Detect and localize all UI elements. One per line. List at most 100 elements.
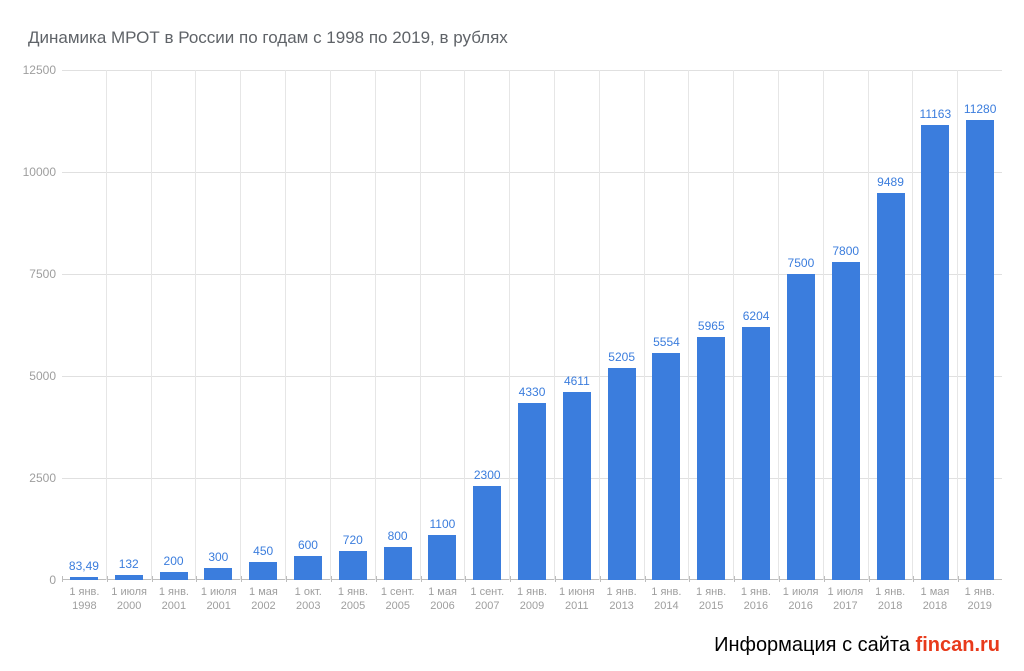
x-tick-label: 1 сент.2005 — [375, 586, 420, 614]
x-tick — [645, 576, 646, 582]
bar-value-label: 720 — [343, 533, 363, 547]
bar-slot: 800 — [375, 70, 420, 580]
bar-value-label: 11280 — [964, 102, 996, 116]
bar — [877, 193, 905, 580]
bar-slot: 5205 — [599, 70, 644, 580]
x-tick — [734, 576, 735, 582]
x-tick-label: 1 июля2000 — [107, 586, 152, 614]
x-tick-label: 1 янв.2019 — [957, 586, 1002, 614]
x-tick-label: 1 янв.1998 — [62, 586, 107, 614]
x-tick-label: 1 янв.2016 — [733, 586, 778, 614]
x-tick — [196, 576, 197, 582]
bar — [294, 556, 322, 580]
footer-brand: fincan.ru — [916, 634, 1000, 656]
bar-slot: 132 — [106, 70, 151, 580]
bar-value-label: 800 — [388, 529, 408, 543]
bar — [832, 262, 860, 580]
bar-slot: 600 — [285, 70, 330, 580]
bar-value-label: 11163 — [920, 107, 952, 121]
x-tick — [331, 576, 332, 582]
x-tick-label: 1 окт.2003 — [286, 586, 331, 614]
bar-slot: 1100 — [420, 70, 465, 580]
bar-slot: 2300 — [464, 70, 509, 580]
bar-slot: 83,49 — [62, 70, 106, 580]
x-tick-label: 1 янв.2015 — [689, 586, 734, 614]
x-tick — [824, 576, 825, 582]
x-tick-label: 1 янв.2005 — [331, 586, 376, 614]
bar — [249, 562, 277, 580]
bar-value-label: 200 — [164, 554, 184, 568]
x-tick-label: 1 июня2011 — [554, 586, 599, 614]
x-tick — [958, 576, 959, 582]
y-tick-label: 10000 — [23, 165, 62, 179]
bar-slot: 9489 — [868, 70, 913, 580]
x-axis-labels: 1 янв.19981 июля20001 янв.20011 июля2001… — [62, 586, 1002, 614]
bar — [160, 572, 188, 580]
x-tick — [421, 576, 422, 582]
x-tick-label: 1 мая2002 — [241, 586, 286, 614]
x-tick — [869, 576, 870, 582]
bar-value-label: 9489 — [877, 175, 904, 189]
x-tick-label: 1 мая2018 — [913, 586, 958, 614]
x-tick-label: 1 янв.2013 — [599, 586, 644, 614]
x-tick — [913, 576, 914, 582]
bar-slot: 7800 — [823, 70, 868, 580]
bar-slot: 200 — [151, 70, 196, 580]
x-tick-label: 1 мая2006 — [420, 586, 465, 614]
x-tick — [62, 576, 63, 582]
bar-value-label: 7500 — [788, 256, 815, 270]
bar — [787, 274, 815, 580]
bar-value-label: 2300 — [474, 468, 501, 482]
x-tick — [376, 576, 377, 582]
bar-value-label: 5205 — [608, 350, 635, 364]
bar — [652, 353, 680, 580]
bar — [966, 120, 994, 580]
x-tick — [510, 576, 511, 582]
x-tick-label: 1 янв.2001 — [152, 586, 197, 614]
bar-slot: 450 — [240, 70, 285, 580]
bar — [70, 577, 98, 580]
bar-value-label: 4611 — [564, 374, 590, 388]
x-tick — [286, 576, 287, 582]
bars-layer: 83,4913220030045060072080011002300433046… — [62, 70, 1002, 580]
x-tick — [779, 576, 780, 582]
x-tick — [465, 576, 466, 582]
y-tick-label: 0 — [49, 573, 62, 587]
plot-area: 0250050007500100001250083,49132200300450… — [62, 70, 1002, 580]
bar-value-label: 5554 — [653, 335, 680, 349]
bar-value-label: 1100 — [430, 517, 456, 531]
bar-slot: 7500 — [778, 70, 823, 580]
y-tick-label: 12500 — [23, 63, 62, 77]
bar-slot: 4611 — [554, 70, 599, 580]
chart-container: Динамика МРОТ в России по годам с 1998 п… — [0, 0, 1024, 671]
footer-attribution: Информация с сайта fincan.ru — [714, 634, 1000, 657]
bar — [697, 337, 725, 580]
x-tick-label: 1 июля2017 — [823, 586, 868, 614]
chart-title: Динамика МРОТ в России по годам с 1998 п… — [28, 28, 508, 48]
bar-value-label: 83,49 — [69, 559, 99, 573]
bar-slot: 5965 — [688, 70, 733, 580]
bar-slot: 4330 — [509, 70, 554, 580]
x-tick-label: 1 янв.2014 — [644, 586, 689, 614]
bar — [428, 535, 456, 580]
bar-value-label: 600 — [298, 538, 318, 552]
bar-value-label: 132 — [119, 557, 139, 571]
x-tick-label: 1 сент.2007 — [465, 586, 510, 614]
x-tick — [241, 576, 242, 582]
x-tick-label: 1 янв.2018 — [868, 586, 913, 614]
bar-value-label: 450 — [253, 544, 273, 558]
y-tick-label: 2500 — [29, 471, 62, 485]
x-tick — [107, 576, 108, 582]
bar — [473, 486, 501, 580]
bar — [742, 327, 770, 580]
bar-value-label: 6204 — [743, 309, 770, 323]
bar — [115, 575, 143, 580]
footer-prefix: Информация с сайта — [714, 634, 915, 656]
bar — [339, 551, 367, 580]
x-tick — [689, 576, 690, 582]
x-tick — [600, 576, 601, 582]
bar — [518, 403, 546, 580]
bar-value-label: 5965 — [698, 319, 725, 333]
bar-value-label: 7800 — [832, 244, 859, 258]
y-tick-label: 7500 — [29, 267, 62, 281]
